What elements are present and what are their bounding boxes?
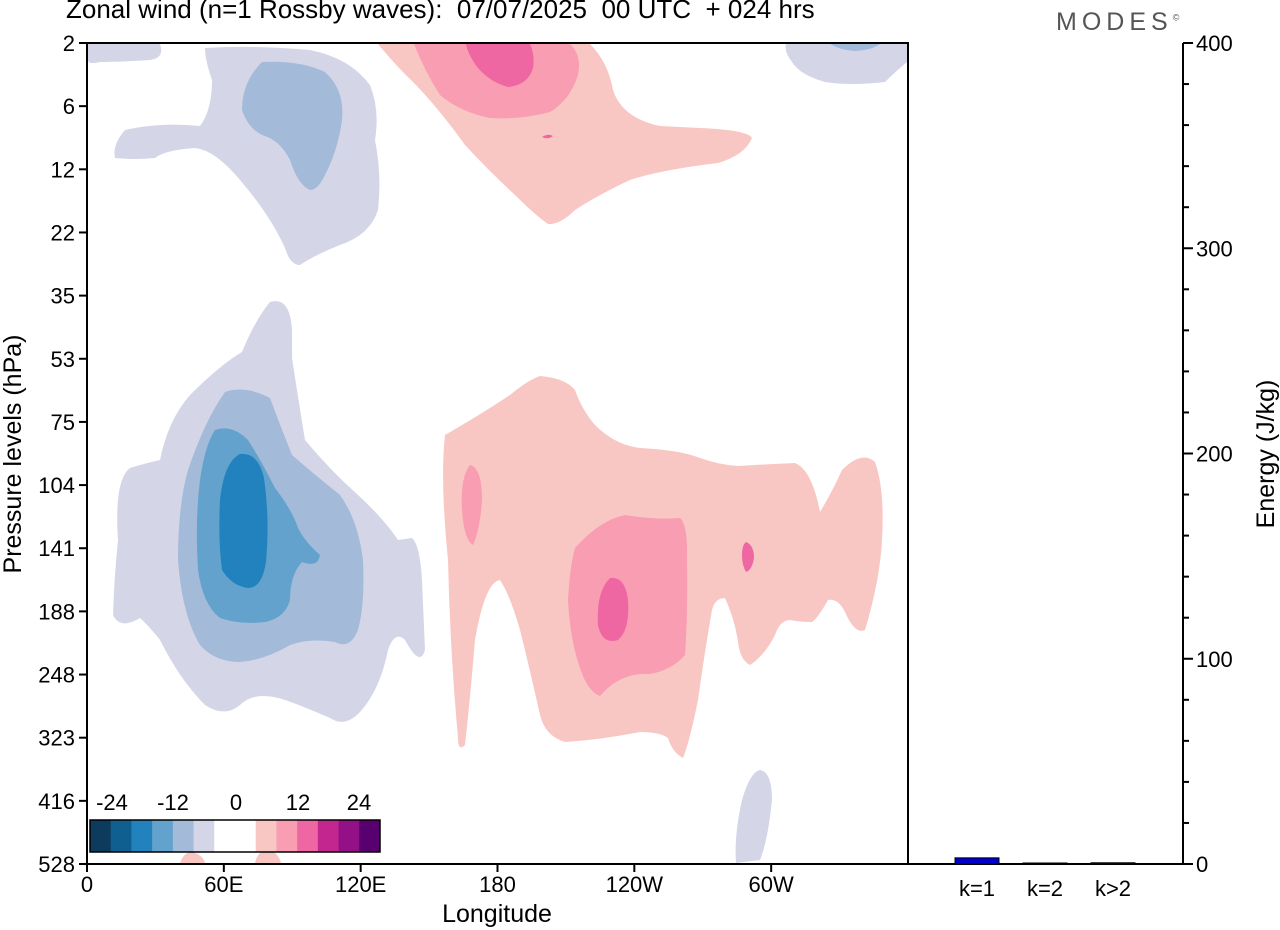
colorbar-label: 12	[286, 790, 310, 815]
x-tick-label: 0	[81, 872, 93, 897]
energy-category-label: k=2	[1027, 876, 1063, 901]
contour-westerly-lower-core	[597, 577, 629, 641]
y-tick-label: 6	[63, 94, 75, 119]
colorbar-label: -12	[157, 790, 189, 815]
y-tick-label: 323	[38, 726, 75, 751]
x-tick-label: 120W	[606, 872, 664, 897]
colorbar-swatch	[359, 820, 381, 852]
colorbar-swatch	[152, 820, 174, 852]
energy-tick-label: 0	[1196, 852, 1208, 877]
y-tick-label: 22	[51, 220, 75, 245]
colorbar: -24 -12 0 12 24	[89, 790, 381, 853]
contour-westerly-bottom-left	[180, 852, 205, 863]
energy-bar	[1022, 862, 1068, 865]
y-axis-label: Pressure levels (hPa)	[0, 335, 27, 574]
colorbar-swatch	[193, 820, 215, 852]
energy-tick-label: 100	[1196, 647, 1233, 672]
x-axis-label: Longitude	[442, 900, 552, 928]
colorbar-swatch	[235, 820, 257, 852]
colorbar-label: 24	[347, 790, 371, 815]
colorbar-swatch	[276, 820, 298, 852]
colorbar-swatch	[297, 820, 319, 852]
energy-axis-label: Energy (J/kg)	[1252, 380, 1280, 529]
colorbar-swatch	[214, 820, 236, 852]
y-tick-label: 75	[51, 410, 75, 435]
colorbar-swatch	[110, 820, 132, 852]
x-tick-label: 60E	[204, 872, 243, 897]
copyright-mark: ©	[1172, 12, 1180, 23]
contour-westerly-small-blob-a	[461, 465, 482, 545]
energy-category-label: k=1	[959, 876, 995, 901]
y-tick-label: 53	[51, 347, 75, 372]
energy-bar	[1090, 862, 1136, 865]
y-tick-label: 35	[51, 284, 75, 309]
contour-easterly-lower-core	[219, 453, 268, 588]
contour-easterly-upper-outer	[114, 46, 380, 265]
y-axis: 2 6 12 22 35 53 75 104 141 188 248 323 416 528	[38, 31, 87, 877]
contour-easterly-topright-inner	[830, 44, 880, 51]
contour-westerly-upper-dot	[542, 134, 553, 139]
colorbar-swatch	[172, 820, 195, 852]
energy-tick-label: 400	[1196, 31, 1233, 56]
x-tick-label: 180	[479, 872, 516, 897]
contour-easterly-bottom-blob	[735, 770, 772, 863]
colorbar-swatch	[338, 820, 360, 852]
colorbar-frame	[89, 819, 381, 853]
modes-logo-text: MODES	[1056, 8, 1173, 36]
y-tick-label: 12	[51, 157, 75, 182]
colorbar-label: 0	[230, 790, 242, 815]
x-axis: 0 60E 120E 180 120W 60W	[81, 864, 794, 897]
contour-field	[88, 44, 907, 863]
colorbar-swatch	[90, 820, 112, 852]
colorbar-swatch	[131, 820, 153, 852]
x-tick-label: 120E	[335, 872, 386, 897]
energy-tick-label: 200	[1196, 442, 1233, 467]
energy-category-label: k>2	[1095, 876, 1131, 901]
colorbar-label: -24	[96, 790, 128, 815]
y-tick-label: 104	[38, 473, 75, 498]
y-tick-label: 248	[38, 663, 75, 688]
modes-logo: MODES©	[1056, 8, 1179, 37]
contour-westerly-upper-core	[466, 44, 534, 87]
y-tick-label: 141	[38, 536, 75, 561]
y-tick-label: 188	[38, 599, 75, 624]
y-tick-label: 2	[63, 31, 75, 56]
contour-westerly-small-blob-b	[742, 542, 754, 572]
colorbar-swatch	[255, 820, 277, 852]
x-tick-label: 60W	[749, 872, 794, 897]
contour-easterly-upper-inner	[242, 61, 343, 190]
y-tick-label: 528	[38, 852, 75, 877]
contour-westerly-bottom-mid	[255, 850, 281, 863]
energy-bars: k=1 k=2 k>2	[954, 857, 1136, 901]
contour-easterly-topright-outer	[785, 44, 907, 84]
energy-bar	[954, 857, 1000, 865]
contour-easterly-topleft	[88, 44, 162, 64]
energy-axis: 0 100 200 300 400	[1183, 31, 1233, 877]
energy-tick-label: 300	[1196, 236, 1233, 261]
chart-title: Zonal wind (n=1 Rossby waves): 07/07/202…	[66, 0, 815, 24]
colorbar-swatch	[317, 820, 340, 852]
y-tick-label: 416	[38, 789, 75, 814]
